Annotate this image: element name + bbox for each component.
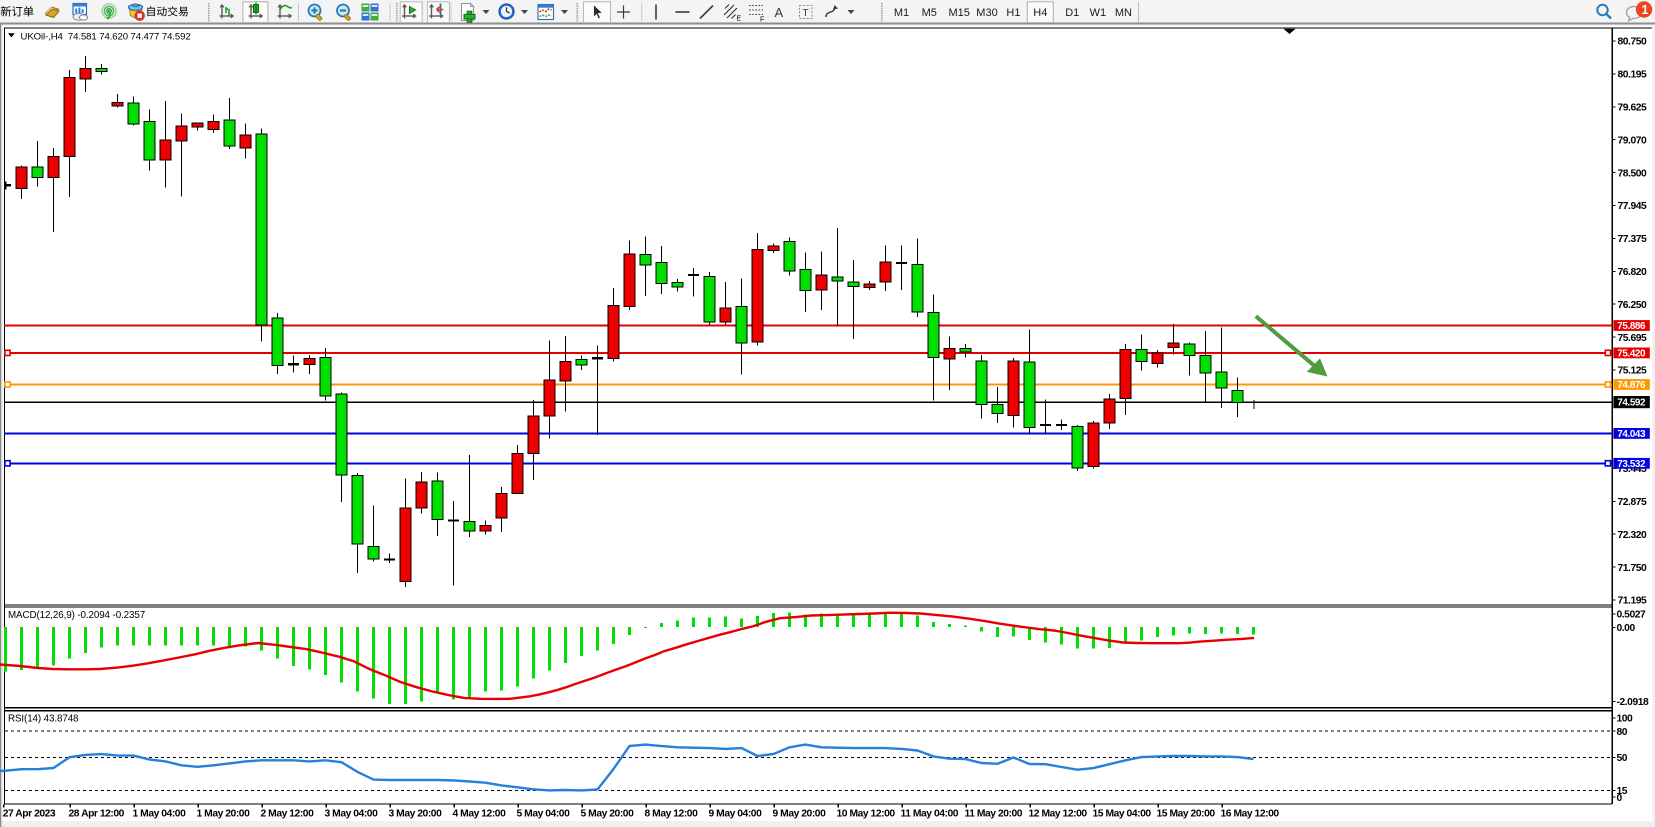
svg-text:73.532: 73.532 bbox=[1617, 459, 1646, 470]
svg-text:W1: W1 bbox=[1090, 7, 1107, 19]
svg-text:50: 50 bbox=[1617, 753, 1628, 764]
svg-text:75.420: 75.420 bbox=[1617, 349, 1646, 360]
svg-text:73.445: 73.445 bbox=[1618, 464, 1648, 475]
svg-text:76.820: 76.820 bbox=[1618, 267, 1648, 278]
svg-text:A: A bbox=[775, 5, 784, 20]
svg-text:T: T bbox=[803, 8, 809, 19]
svg-text:5 May 20:00: 5 May 20:00 bbox=[581, 809, 635, 820]
svg-text:M30: M30 bbox=[976, 7, 997, 19]
svg-text:80: 80 bbox=[1617, 727, 1628, 738]
svg-text:78.500: 78.500 bbox=[1618, 168, 1648, 179]
svg-text:11 May 20:00: 11 May 20:00 bbox=[965, 809, 1023, 820]
svg-text:16 May 12:00: 16 May 12:00 bbox=[1221, 809, 1280, 820]
svg-text:3 May 04:00: 3 May 04:00 bbox=[325, 809, 379, 820]
svg-text:72.875: 72.875 bbox=[1618, 497, 1648, 508]
svg-text:4 May 12:00: 4 May 12:00 bbox=[453, 809, 507, 820]
svg-text:3 May 20:00: 3 May 20:00 bbox=[389, 809, 443, 820]
svg-text:71.195: 71.195 bbox=[1618, 596, 1648, 607]
svg-text:M1: M1 bbox=[894, 7, 909, 19]
svg-text:E: E bbox=[737, 16, 742, 23]
svg-text:MN: MN bbox=[1115, 7, 1132, 19]
svg-text:0.5027: 0.5027 bbox=[1617, 610, 1647, 621]
svg-text:15 May 04:00: 15 May 04:00 bbox=[1093, 809, 1152, 820]
svg-text:11 May 04:00: 11 May 04:00 bbox=[901, 809, 959, 820]
svg-text:1: 1 bbox=[1642, 3, 1649, 17]
svg-text:1 May 04:00: 1 May 04:00 bbox=[133, 809, 187, 820]
svg-text:D1: D1 bbox=[1065, 7, 1079, 19]
svg-text:80.750: 80.750 bbox=[1618, 37, 1648, 48]
svg-text:71.750: 71.750 bbox=[1618, 563, 1648, 574]
svg-text:100: 100 bbox=[1617, 714, 1634, 725]
svg-text:75.125: 75.125 bbox=[1618, 366, 1648, 377]
svg-text:H1: H1 bbox=[1006, 7, 1020, 19]
svg-text:M15: M15 bbox=[949, 7, 970, 19]
svg-text:F: F bbox=[760, 17, 764, 24]
svg-text:77.375: 77.375 bbox=[1618, 234, 1648, 245]
svg-text:5 May 04:00: 5 May 04:00 bbox=[517, 809, 571, 820]
svg-text:0.00: 0.00 bbox=[1617, 623, 1636, 634]
svg-text:1 May 20:00: 1 May 20:00 bbox=[197, 809, 251, 820]
svg-text:-2.0918: -2.0918 bbox=[1617, 697, 1649, 708]
svg-text:80.195: 80.195 bbox=[1618, 70, 1648, 81]
svg-text:12 May 12:00: 12 May 12:00 bbox=[1029, 809, 1088, 820]
svg-text:8 May 12:00: 8 May 12:00 bbox=[645, 809, 699, 820]
svg-text:27 Apr 2023: 27 Apr 2023 bbox=[3, 809, 56, 820]
svg-text:10 May 12:00: 10 May 12:00 bbox=[837, 809, 896, 820]
svg-text:RSI(14) 43.8748: RSI(14) 43.8748 bbox=[8, 713, 79, 724]
svg-text:M5: M5 bbox=[922, 7, 937, 19]
svg-text:74.043: 74.043 bbox=[1617, 429, 1646, 440]
svg-text:79.625: 79.625 bbox=[1618, 103, 1648, 114]
svg-text:74.876: 74.876 bbox=[1617, 380, 1646, 391]
svg-text:UKOil-,H4 74.581 74.620 74.47: UKOil-,H4 74.581 74.620 74.477 74.592 bbox=[21, 31, 191, 42]
svg-text:0: 0 bbox=[1617, 793, 1623, 804]
svg-text:9 May 04:00: 9 May 04:00 bbox=[709, 809, 763, 820]
svg-text:15 May 20:00: 15 May 20:00 bbox=[1157, 809, 1216, 820]
svg-text:H4: H4 bbox=[1033, 7, 1047, 19]
svg-text:79.070: 79.070 bbox=[1618, 135, 1648, 146]
svg-text:75.695: 75.695 bbox=[1618, 333, 1648, 344]
svg-text:9 May 20:00: 9 May 20:00 bbox=[773, 809, 827, 820]
svg-text:72.320: 72.320 bbox=[1618, 530, 1648, 541]
svg-text:75.886: 75.886 bbox=[1617, 321, 1646, 332]
svg-text:77.945: 77.945 bbox=[1618, 201, 1648, 212]
svg-text:74.592: 74.592 bbox=[1617, 398, 1646, 409]
svg-text:28 Apr 12:00: 28 Apr 12:00 bbox=[69, 809, 125, 820]
svg-text:15: 15 bbox=[1617, 786, 1628, 797]
svg-text:MACD(12,26,9) -0.2094 -0.2357: MACD(12,26,9) -0.2094 -0.2357 bbox=[8, 610, 145, 621]
svg-text:2 May 12:00: 2 May 12:00 bbox=[261, 809, 315, 820]
svg-text:76.250: 76.250 bbox=[1618, 300, 1648, 311]
